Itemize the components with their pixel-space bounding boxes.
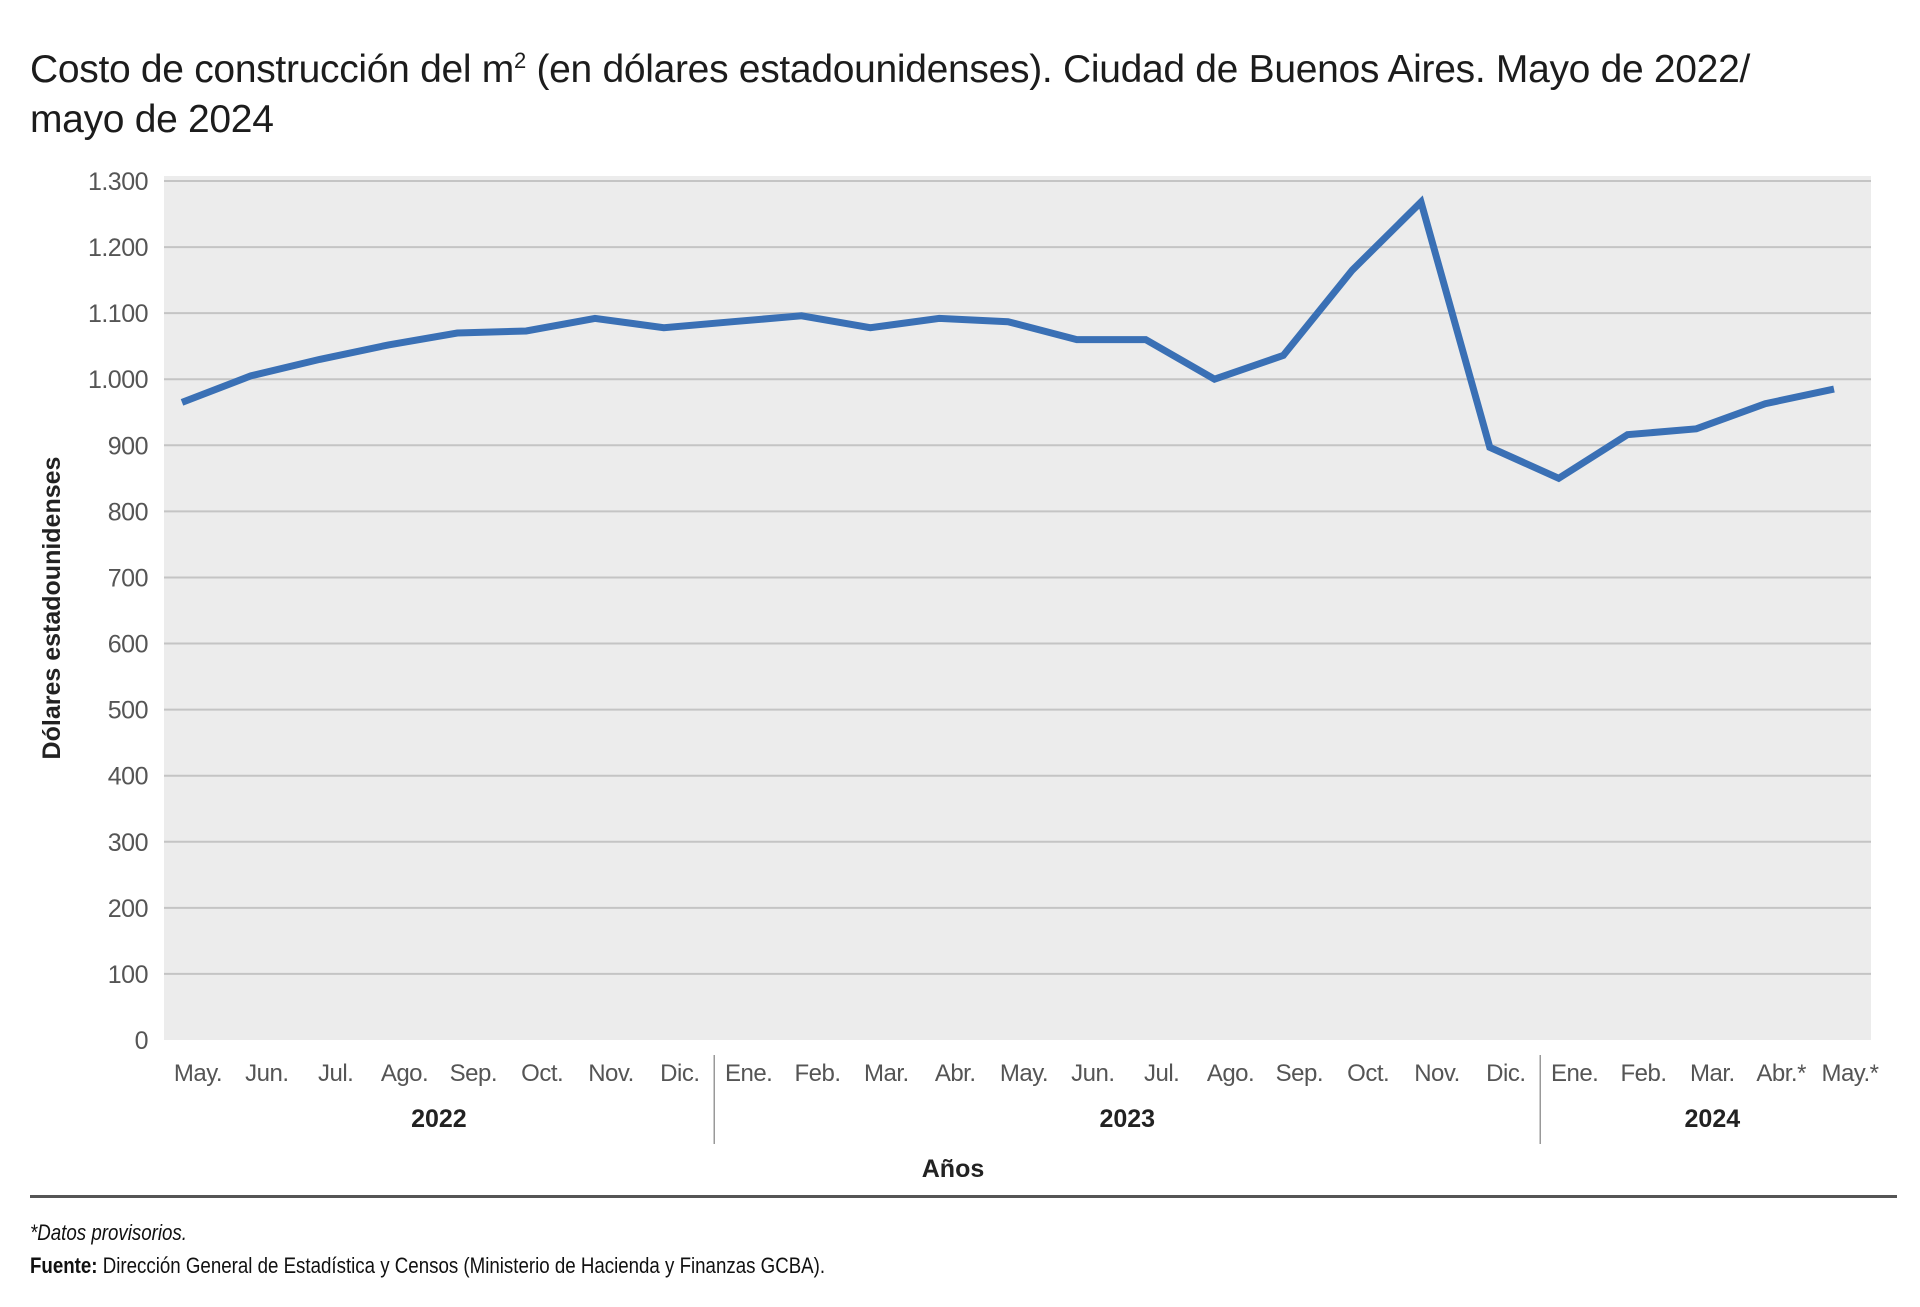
y-tick-label: 100 (108, 961, 148, 989)
x-tick-label: Mar. (1690, 1060, 1735, 1087)
x-tick-label: May. (1000, 1060, 1048, 1087)
x-tick-label: Nov. (1414, 1060, 1460, 1087)
year-label: 2022 (411, 1105, 467, 1133)
source-label: Fuente: (30, 1253, 98, 1278)
x-tick-label: Ago. (1207, 1060, 1254, 1087)
y-tick-label: 500 (108, 697, 148, 725)
y-tick-label: 1.100 (88, 300, 148, 328)
x-tick-label: Sep. (1276, 1060, 1323, 1087)
plot-area (164, 176, 1871, 1040)
title-text-continued: (en dólares estadounidenses). Ciudad de … (525, 48, 1750, 91)
title-superscript: 2 (513, 48, 526, 73)
x-tick-label: Sep. (450, 1060, 497, 1087)
x-tick-label: Abr. (935, 1060, 976, 1087)
x-tick-label: Dic. (1486, 1060, 1525, 1087)
title-line-2: mayo de 2024 (30, 98, 274, 141)
y-tick-label: 1.000 (88, 366, 148, 394)
x-tick-label: Abr.* (1756, 1060, 1806, 1087)
x-axis-title: Años (922, 1155, 985, 1183)
x-tick-label: May. (174, 1060, 222, 1087)
y-tick-label: 800 (108, 498, 148, 526)
y-tick-label: 1.300 (88, 168, 148, 196)
line-chart: 0 100 200 300 400 500 600 700 800 900 1.000 1.100 1.… (38, 168, 1879, 1183)
y-tick-label: 700 (108, 564, 148, 592)
x-tick-label: Feb. (794, 1060, 840, 1087)
title-text: Costo de construcción del m (30, 48, 514, 91)
x-tick-label: Dic. (660, 1060, 699, 1087)
x-tick-label: Mar. (864, 1060, 909, 1087)
x-tick-label: Ene. (725, 1060, 772, 1087)
x-tick-label: Jun. (1071, 1060, 1114, 1087)
year-label: 2023 (1099, 1105, 1155, 1133)
footer-divider (30, 1195, 1897, 1198)
x-tick-label: Nov. (588, 1060, 634, 1087)
source-note: Fuente: Dirección General de Estadística… (30, 1253, 825, 1279)
y-tick-label: 0 (135, 1027, 148, 1055)
title-line-1: Costo de construcción del m2 (en dólares… (30, 36, 1750, 95)
y-axis-title: Dólares estadounidenses (38, 457, 66, 760)
y-tick-label: 400 (108, 763, 148, 791)
x-tick-label: May.* (1821, 1060, 1878, 1087)
y-tick-label: 200 (108, 895, 148, 923)
y-tick-label: 1.200 (88, 234, 148, 262)
year-label: 2024 (1685, 1105, 1741, 1133)
source-text: Dirección General de Estadística y Censo… (97, 1253, 826, 1278)
x-tick-label: Oct. (521, 1060, 563, 1087)
x-tick-label: Ago. (381, 1060, 428, 1087)
x-tick-label: Ene. (1551, 1060, 1598, 1087)
y-tick-label: 900 (108, 432, 148, 460)
chart-title: Costo de construcción del m2 (en dólares… (30, 36, 1750, 145)
x-tick-label: Jun. (245, 1060, 288, 1087)
footnote: *Datos provisorios. (30, 1220, 187, 1245)
x-tick-label: Feb. (1620, 1060, 1666, 1087)
y-tick-label: 300 (108, 829, 148, 857)
x-tick-label: Jul. (1144, 1060, 1179, 1087)
x-tick-label: Jul. (318, 1060, 353, 1087)
x-tick-label: Oct. (1347, 1060, 1389, 1087)
y-tick-label: 600 (108, 631, 148, 659)
